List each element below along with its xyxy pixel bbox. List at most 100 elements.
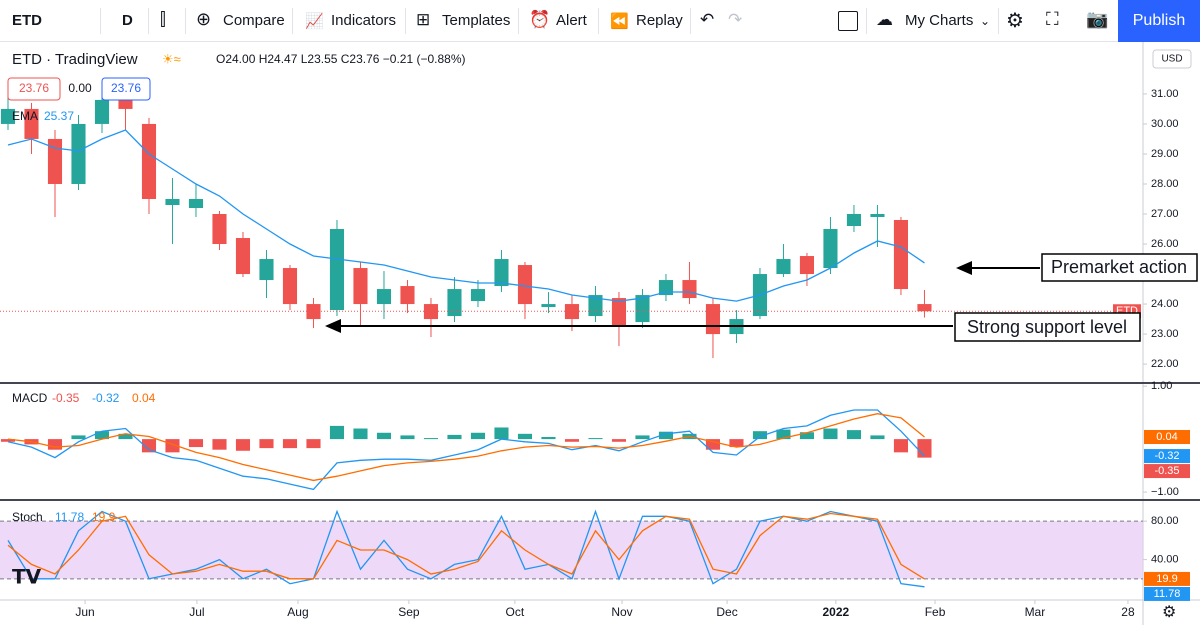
value-tag-label: 19.9 [1156,573,1177,585]
cloud-icon[interactable]: ☁ [876,10,893,29]
candle-body [494,259,509,287]
y-tick-label: 80.00 [1151,515,1179,527]
price-box-label: 23.76 [19,81,49,95]
candle-body [212,214,227,245]
interval[interactable]: D [122,12,133,29]
compare[interactable]: Compare [223,12,285,29]
x-tick-label: 28 [1121,605,1135,619]
compare-icon[interactable]: ⊕ [196,9,212,29]
indicator-value: -0.35 [52,391,80,405]
histogram-bar [635,435,650,440]
arrowhead [325,319,341,333]
y-tick-label: 29.00 [1151,148,1179,160]
settings-icon[interactable]: ⚙ [1006,10,1024,32]
candle-body [823,229,838,269]
candle-body [71,123,86,184]
templates-icon[interactable]: ⊞ [416,10,431,29]
separator [998,8,999,34]
candle-body [259,259,274,281]
templates[interactable]: Templates [442,12,511,29]
sun-icon: ☀≈ [162,51,181,66]
histogram-bar [776,429,791,440]
ema-legend: EMA [12,109,38,123]
value-tag [1144,449,1190,464]
price-box [101,77,151,101]
value-tag [1144,586,1190,601]
fullscreen-icon[interactable]: ⛶ [1046,9,1059,29]
candle-body [893,220,909,290]
candle-body [470,289,486,302]
y-tick-label: 40.00 [1151,554,1179,566]
value-tag [1144,464,1190,479]
my-charts[interactable]: My Charts [905,12,974,29]
price-box [7,77,61,101]
candle-body [682,280,697,299]
indicator-line [7,413,925,482]
indicator-line [7,129,925,302]
alert[interactable]: Alert [556,12,587,29]
y-tick-label: 24.00 [1151,298,1179,310]
indicator-line [7,512,925,580]
y-tick-label: 23.00 [1151,328,1179,340]
layout-button[interactable] [838,11,858,31]
y-tick-label: 1.00 [1151,380,1172,392]
dropdown-caret[interactable]: ⌄ [980,14,991,28]
price-box-label: 23.76 [111,81,141,95]
candle-body [705,304,721,335]
x-tick-label: 2022 [823,605,850,619]
currency: USD [1161,54,1182,65]
y-tick-label: 22.00 [1151,358,1179,370]
candle-body [635,295,650,323]
x-tick-label: Oct [506,605,525,619]
histogram-bar [658,431,674,440]
indicators-icon[interactable]: 📈 [305,13,324,30]
x-tick-label: Sep [398,605,420,619]
candle-body [541,304,556,308]
candle-body [0,108,16,124]
indicator-value: 19.9 [92,510,116,524]
y-tick-label: 30.00 [1151,118,1179,130]
candle-body [353,268,368,305]
replay[interactable]: Replay [636,12,683,29]
alert-icon[interactable]: ⏰ [529,10,551,29]
histogram-bar [188,439,204,448]
tradingview-logo: 𝗧𝗩 [12,566,42,588]
separator [100,8,101,34]
candle-body [917,304,932,312]
annotation: Premarket action [1051,257,1187,277]
candle-body [47,138,63,184]
indicators[interactable]: Indicators [331,12,397,29]
value-tag-label: -0.32 [1154,450,1179,462]
replay-icon[interactable]: ⏪ [610,13,629,30]
candle-body [94,99,110,124]
redo[interactable]: ↷ [728,10,743,29]
candle-body [235,238,251,275]
candle-body [141,123,157,199]
histogram-bar [752,431,768,440]
publish-button[interactable]: Publish [1118,0,1200,42]
undo[interactable]: ↶ [700,10,715,29]
separator [866,8,867,34]
x-tick-label: Nov [611,605,632,619]
candle-body [306,304,321,320]
ema-value: 25.37 [44,109,74,123]
candle-body [282,268,298,305]
snapshot-icon[interactable]: 📷 [1086,9,1109,29]
value-tag-label: -0.35 [1154,465,1179,477]
separator [405,8,406,34]
ohlc-legend: O24.00 H24.47 L23.55 C23.76 −0.21 (−0.88… [216,52,466,66]
histogram-bar [917,439,932,458]
candle-body [400,286,415,305]
chart-style-icon[interactable]: ⫿ [160,9,166,29]
currency-box [1152,49,1192,69]
histogram-bar [729,439,744,448]
symbol[interactable]: ETD [12,12,42,29]
histogram-bar [306,439,321,449]
candle-body [423,304,439,320]
candle-body [188,198,204,208]
candle-body [776,259,791,275]
histogram-bar [329,425,345,440]
separator [292,8,293,34]
time-axis-settings: ⚙ [1162,604,1176,621]
